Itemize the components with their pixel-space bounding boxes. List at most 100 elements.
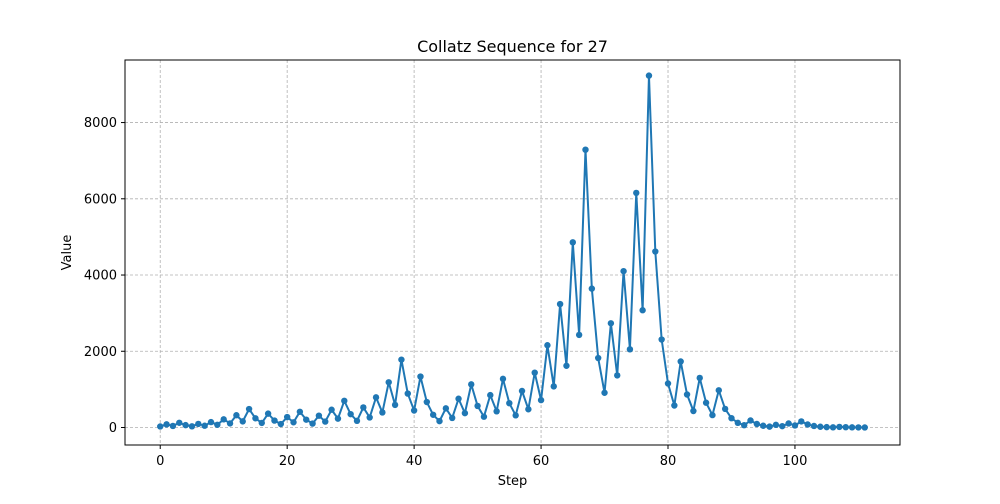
data-point [328,406,335,413]
data-point [817,423,824,430]
data-point [271,417,278,424]
data-point [182,421,189,429]
data-point [303,416,310,423]
plot-frame [124,59,901,446]
data-point [347,410,354,418]
data-point [582,146,589,153]
y-tick-label: 6000 [84,192,117,207]
data-point [480,413,488,420]
data-point [626,346,634,353]
data-point [836,423,843,431]
data-point [429,411,437,418]
data-point [461,409,469,417]
data-point [525,406,532,413]
data-point [283,413,291,421]
data-point [715,387,722,394]
data-point [664,380,672,387]
data-point [702,399,710,406]
data-point [791,422,799,429]
data-point [709,411,716,419]
data-point [322,418,329,425]
data-point [391,401,399,409]
data-point [372,394,380,401]
data-point [734,419,742,427]
series-layer [157,72,868,431]
data-point [379,409,386,416]
data-point [614,372,621,379]
data-point [620,267,627,275]
data-point [531,369,538,376]
data-point [169,422,177,430]
data-point [779,422,786,430]
data-point [537,396,545,404]
data-point [176,419,183,426]
data-point [201,422,208,429]
data-point [417,373,424,380]
data-point [550,383,557,390]
data-point [341,397,348,405]
data-point [785,420,792,427]
data-point [404,390,411,397]
data-point [848,424,856,431]
data-point [658,336,665,343]
data-point [252,415,259,422]
data-point [842,423,849,431]
data-point [315,412,323,419]
data-point [487,391,494,399]
data-point [353,417,361,425]
data-point [398,356,405,363]
data-point [677,358,684,365]
data-point [239,418,246,425]
x-tick-label: 0 [156,454,164,469]
data-point [594,354,602,362]
data-point [233,412,240,419]
data-point [575,331,583,339]
data-point [360,404,367,411]
data-point [245,405,253,413]
data-point [214,421,221,428]
data-point [728,414,735,422]
data-point [696,374,703,382]
data-point [588,285,596,292]
data-point [264,410,272,417]
y-tick-label: 0 [109,421,117,436]
data-point [455,395,462,402]
data-point [163,421,170,428]
data-point [652,248,659,255]
data-point [334,415,342,422]
y-tick-label: 2000 [84,345,117,360]
data-point [220,416,227,423]
data-point [449,414,456,422]
chart-title: Collatz Sequence for 27 [417,37,608,56]
data-point [861,424,868,431]
data-point [563,362,570,369]
data-point [760,422,767,429]
data-point [442,405,450,412]
data-point [277,420,285,428]
data-point [157,423,164,430]
data-point [721,405,729,413]
data-point [468,381,475,388]
data-point [747,417,754,424]
data-point [645,72,653,79]
data-point [556,300,564,308]
x-tick-label: 100 [783,454,808,469]
data-point [855,424,862,431]
ticks-layer: 0 20 40 60 80 100 0 2000 4000 6000 8000 [84,116,807,469]
data-point [804,421,811,428]
data-point [506,399,513,407]
data-point [499,375,507,383]
data-point [309,420,316,427]
data-point [207,418,215,426]
data-point [385,379,392,386]
data-point [823,423,830,431]
data-point [690,407,697,415]
x-tick-label: 20 [279,454,296,469]
x-tick-label: 80 [660,454,677,469]
data-point [290,419,297,426]
data-point [188,423,196,430]
y-axis-label: Value [60,235,75,271]
data-point [671,402,678,409]
